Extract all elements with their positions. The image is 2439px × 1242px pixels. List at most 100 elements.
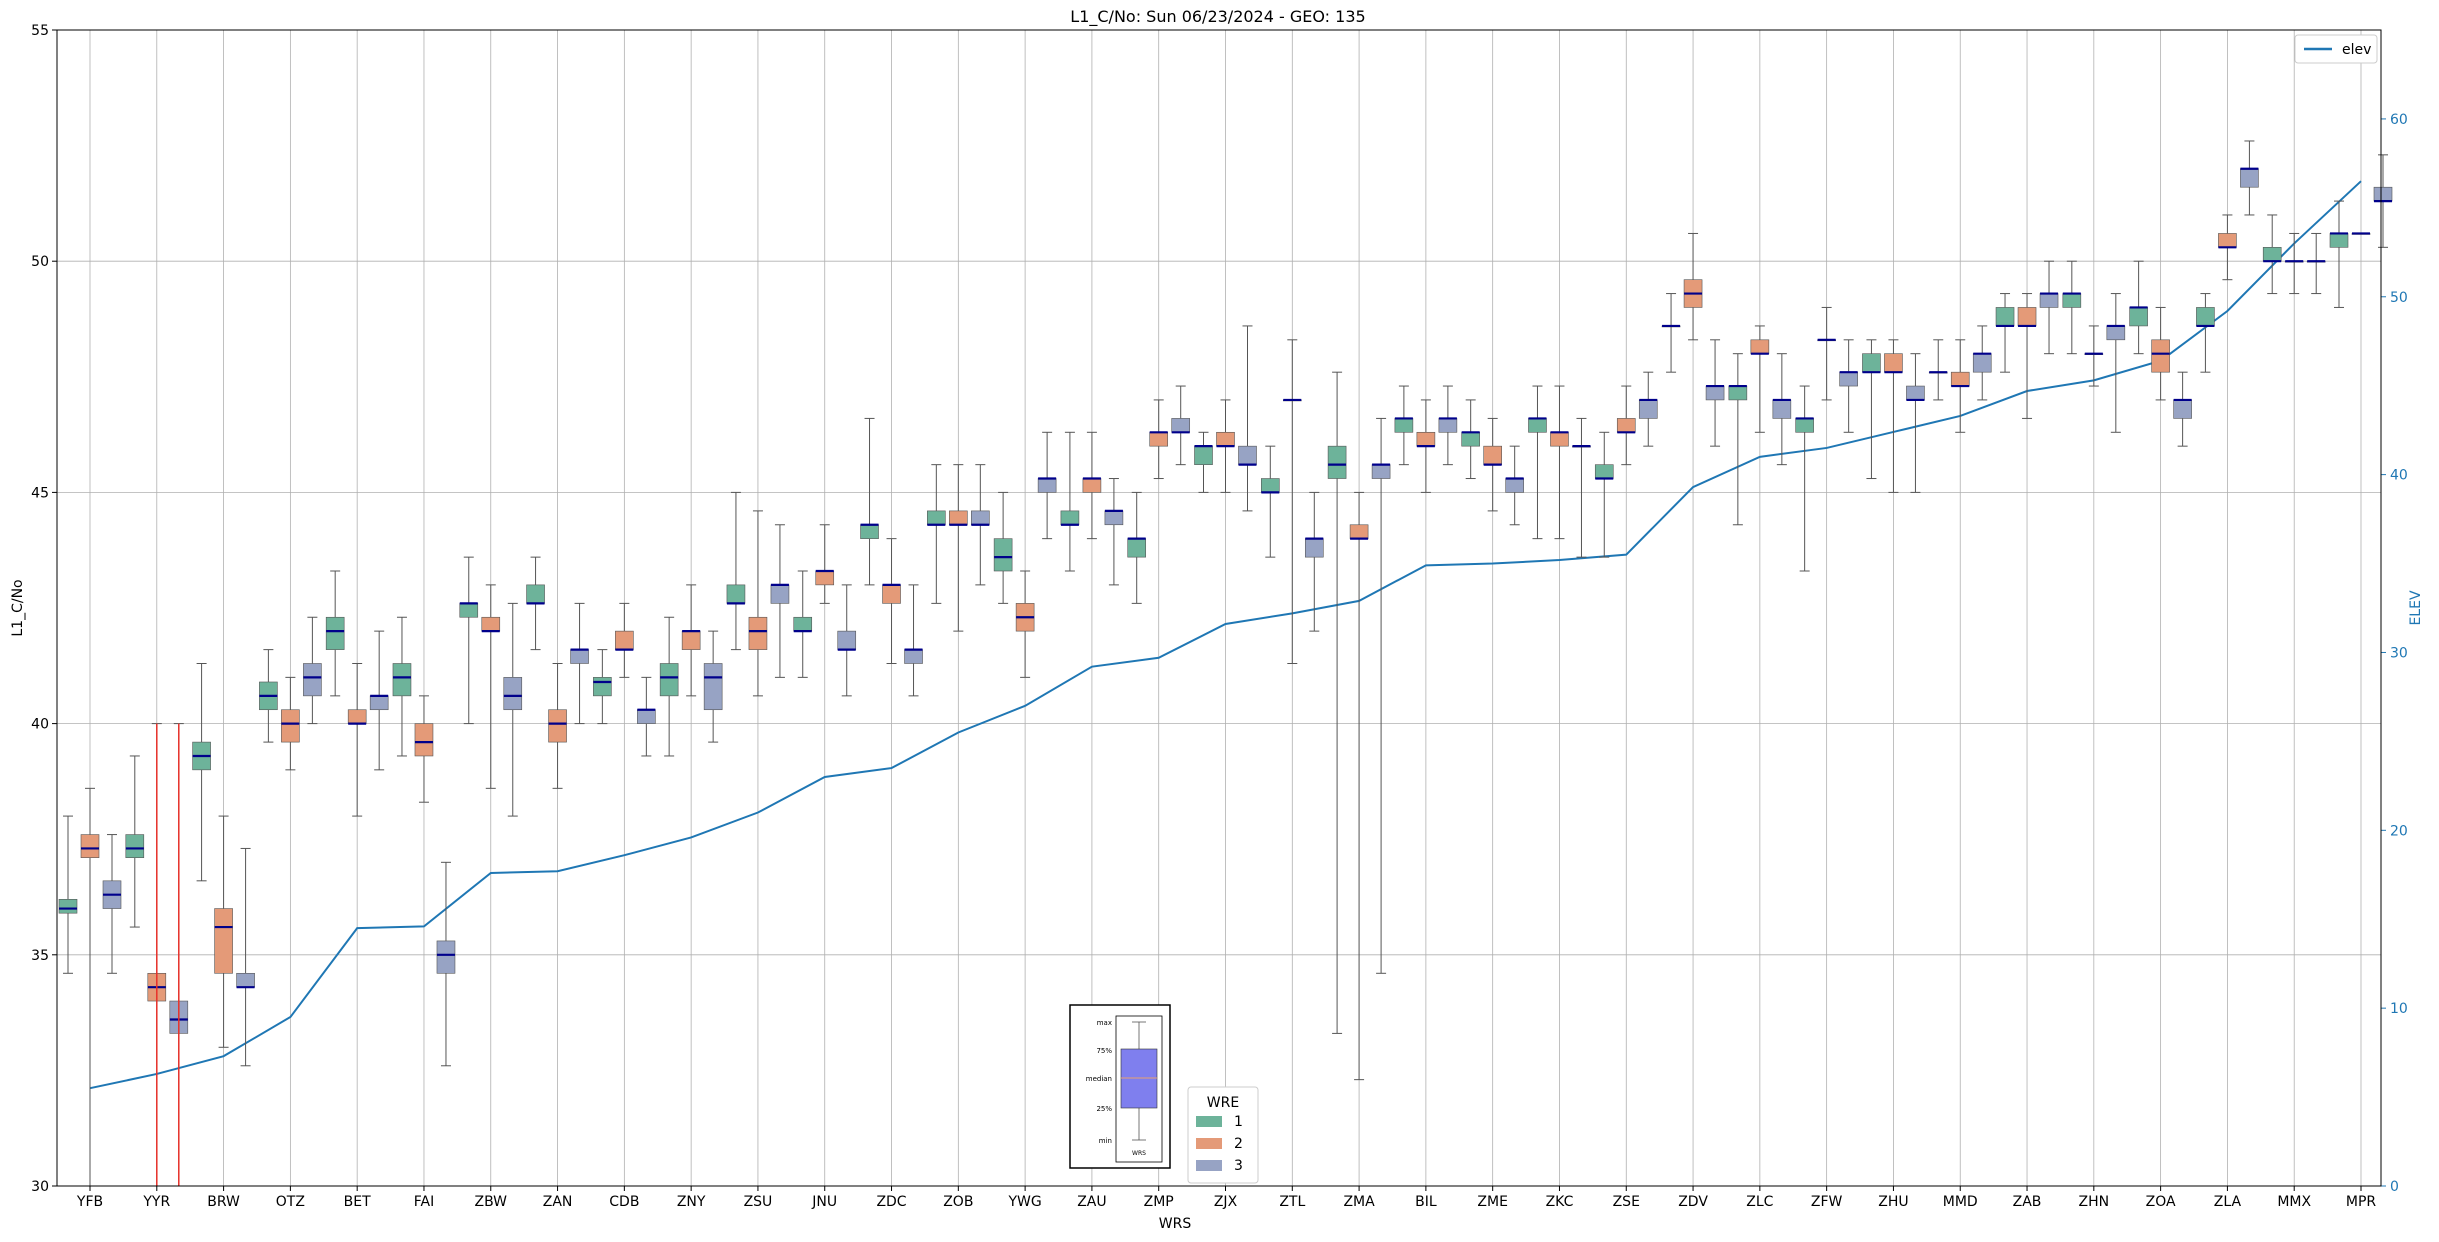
box-2-zoa (2151, 306, 2170, 401)
box-body (726, 584, 746, 604)
box-1-zab (1995, 293, 2015, 373)
x-tick-label: ZHN (2079, 1194, 2110, 1210)
box-body (503, 677, 523, 711)
box-3-zoa (2173, 371, 2192, 447)
box-body (1750, 339, 1770, 354)
box-1-mmd (1928, 339, 1948, 401)
box-2-zny (681, 584, 701, 697)
box-body (1371, 464, 1391, 479)
box-body (2262, 247, 2282, 262)
box-1-zbw (459, 556, 479, 725)
key-label-25: 25% (1096, 1105, 1112, 1113)
elev-legend: elev (2294, 34, 2378, 64)
box-body (637, 709, 656, 724)
box-body (1528, 418, 1547, 433)
box-3-ztl (1304, 491, 1324, 632)
x-tick-label: ZAB (2013, 1194, 2042, 1210)
box-body (125, 834, 145, 858)
x-tick-label: OTZ (276, 1194, 305, 1210)
x-tick-label: ZOB (943, 1194, 973, 1210)
box-3-fai (436, 861, 456, 1067)
box-3-ywg (1037, 431, 1057, 540)
box-1-zhn (2062, 260, 2082, 355)
x-tick-label: YYR (142, 1194, 170, 1210)
key-label-wrs: WRS (1132, 1150, 1146, 1157)
box-1-mmx (2262, 214, 2282, 295)
wre-legend: WRE 1 2 3 (1187, 1086, 1259, 1184)
box-1-zhu (1862, 339, 1881, 480)
box-3-bil (1438, 385, 1458, 466)
box-body (1327, 445, 1347, 479)
box-body (436, 940, 456, 974)
x-tick-label: ZFW (1811, 1194, 1843, 1210)
box-2-zme (1483, 417, 1502, 512)
box-1-zob (927, 464, 946, 604)
box-body (2151, 339, 2170, 373)
box-2-zhn (2084, 325, 2104, 387)
box-body (1260, 478, 1280, 493)
box-1-zsu (726, 491, 746, 651)
y-tick-label: 55 (31, 23, 49, 39)
box-series (58, 140, 2393, 1187)
box-plot-key-inset: max 75% median 25% min WRS (1069, 1004, 1171, 1169)
y2-tick-label: 0 (2390, 1179, 2399, 1195)
box-2-zma (1349, 491, 1369, 1081)
box-body (214, 908, 233, 974)
x-tick-label: ZOA (2146, 1194, 2176, 1210)
x-tick-label: BIL (1415, 1194, 1437, 1210)
x-tick-label: ZAU (1077, 1194, 1106, 1210)
wre-legend-label-2: 2 (1234, 1136, 1243, 1152)
box-body (1594, 464, 1614, 479)
box-1-zse (1594, 431, 1614, 558)
box-2-zhu (1884, 339, 1903, 493)
y-tick-label: 45 (31, 485, 49, 501)
box-body (837, 630, 857, 650)
wre-legend-swatch-2 (1196, 1138, 1222, 1149)
box-body (1416, 431, 1436, 447)
box-3-zfw (1839, 339, 1858, 433)
box-body (882, 584, 901, 604)
y-tick-label: 35 (31, 948, 49, 964)
box-2-zla (2218, 214, 2237, 281)
box-body (1906, 385, 1925, 401)
box-3-zlc (1772, 353, 1792, 466)
box-1-zdc (860, 417, 879, 586)
box-body (1216, 431, 1235, 447)
box-3-zhn (2106, 293, 2126, 433)
box-body (325, 616, 345, 650)
box-1-zma (1327, 371, 1347, 1034)
box-body (1772, 399, 1792, 419)
x-tick-label: ZKC (1546, 1194, 1574, 1210)
box-body (1950, 371, 1970, 387)
box-body (2129, 307, 2148, 327)
box-body (860, 524, 879, 539)
box-body (1394, 418, 1414, 433)
box-body (993, 538, 1013, 572)
box-2-fai (414, 695, 434, 803)
box-body (949, 510, 968, 526)
box-3-zkc (1572, 417, 1591, 558)
box-body (1461, 431, 1480, 447)
box-2-mpr (2351, 232, 2371, 235)
box-3-mmd (1972, 325, 1992, 401)
box-body (369, 695, 389, 711)
box-body (1995, 307, 2015, 327)
box-body (548, 709, 567, 743)
y2-tick-label: 40 (2390, 468, 2408, 484)
box-2-zlc (1750, 325, 1770, 433)
box-2-zmp (1149, 399, 1169, 480)
x-tick-label: FAI (414, 1194, 434, 1210)
x-tick-label: ZJX (1214, 1194, 1238, 1210)
box-body (2240, 168, 2259, 188)
box-body (770, 584, 790, 604)
box-body (1862, 353, 1881, 373)
box-3-zny (703, 630, 723, 743)
box-3-otz (303, 616, 322, 725)
box-body (1616, 418, 1636, 433)
box-3-jnu (837, 584, 857, 697)
key-label-median: median (1086, 1075, 1112, 1083)
box-body (904, 649, 923, 664)
x-tick-label: JNU (811, 1194, 837, 1210)
box-body (1104, 510, 1124, 526)
